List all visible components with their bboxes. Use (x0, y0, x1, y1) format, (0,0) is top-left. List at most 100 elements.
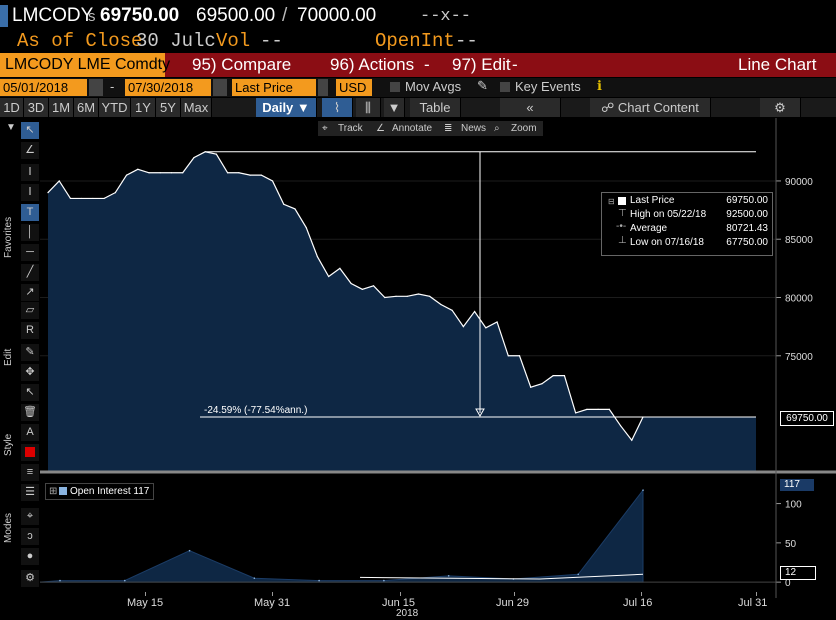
actions-menu[interactable]: 96) Actions (330, 55, 415, 74)
y-tick-label: 80000 (785, 293, 813, 304)
start-date-field[interactable]: 05/01/2018 (0, 79, 87, 96)
x-axis-year: 2018 (396, 608, 419, 619)
select-icon[interactable]: ↖ (21, 384, 39, 401)
line-style-icon[interactable]: ☰ (21, 484, 39, 501)
price-point (372, 285, 375, 287)
y-tick-label: 85000 (785, 235, 813, 246)
price-point (137, 168, 139, 170)
tab-5y[interactable]: 5Y (156, 98, 181, 117)
collapse-arrow-icon[interactable]: ▼ (6, 122, 16, 133)
draw-line-icon[interactable]: ∠ (21, 142, 39, 159)
low-marker-icon: ⊥ (618, 235, 627, 246)
color-icon[interactable] (21, 444, 39, 461)
ticker: LMCODY (12, 5, 94, 26)
tab-max[interactable]: Max (181, 98, 212, 117)
price-point (182, 172, 184, 174)
price-point (507, 355, 509, 357)
oi-legend: ⊞ Open Interest 117 (45, 483, 155, 500)
end-calendar-icon[interactable] (213, 79, 227, 96)
settings-icon[interactable]: ⚙ (21, 570, 39, 587)
annotate-button[interactable]: Annotate (392, 123, 433, 134)
horizontal-line-icon[interactable]: ─ (21, 244, 39, 261)
text-tool-icon[interactable]: T (21, 204, 39, 221)
chart-content-icon: ☍ (601, 100, 618, 115)
price-point (384, 296, 386, 299)
collapse-button[interactable]: « (500, 98, 561, 117)
price-point (518, 355, 521, 357)
legend-low-label: Low on 07/16/18 (630, 237, 704, 248)
field-select[interactable]: Last Price (232, 79, 316, 96)
table-button[interactable]: Table (410, 98, 461, 117)
x-tick-mark (514, 592, 515, 596)
price-point (47, 191, 49, 194)
price-point (395, 295, 397, 297)
line-chart-icon[interactable]: ⌇ (322, 98, 353, 117)
crosshair-icon[interactable]: ⌖ (21, 508, 39, 525)
trend-line-icon[interactable]: ╱ (21, 264, 39, 281)
price-point (148, 172, 150, 174)
news-button[interactable]: News (461, 123, 487, 134)
price-point (69, 197, 72, 200)
dollar-icon[interactable]: Ⅰ (21, 184, 39, 201)
tab-ytd[interactable]: YTD (99, 98, 131, 117)
x-tick-label: Jul 16 (623, 597, 653, 609)
trash-icon[interactable]: 🗑 (21, 404, 39, 421)
price-point (114, 191, 116, 194)
menu-bar: LMCODY LME Comdty 95) Compare 96) Action… (0, 53, 836, 77)
edit-menu[interactable]: 97) Edit (452, 55, 511, 74)
start-calendar-icon[interactable] (89, 79, 103, 96)
retracement-icon[interactable]: R (21, 322, 39, 339)
currency-select[interactable]: USD (336, 79, 372, 96)
mov-avgs-checkbox[interactable] (390, 82, 400, 92)
price-point (619, 425, 622, 427)
field-dropdown-icon[interactable] (318, 79, 328, 96)
key-events-checkbox[interactable] (500, 82, 510, 92)
vertical-line-icon[interactable]: │ (21, 224, 39, 241)
channel-icon[interactable]: ▱ (21, 302, 39, 319)
price-point (361, 288, 363, 290)
pointer-icon[interactable]: ↖ (21, 122, 39, 139)
legend-collapse-icon[interactable]: ⊟ (608, 197, 615, 206)
magnet-icon[interactable]: ↄ (21, 528, 39, 545)
compare-menu[interactable]: 95) Compare (192, 55, 292, 74)
tab-1m[interactable]: 1M (49, 98, 74, 117)
price-point (328, 275, 330, 278)
security-field[interactable]: LMCODY LME Comdty (0, 53, 170, 77)
date-dash: - (110, 79, 115, 94)
track-button[interactable]: Track (338, 123, 363, 134)
line-width-icon[interactable]: ≡ (21, 464, 39, 481)
actions-dropdown-arrow[interactable]: - (424, 55, 430, 74)
move-icon[interactable]: ✥ (21, 364, 39, 381)
openint-value: -- (455, 30, 478, 52)
bar-style-icon[interactable]: ⫼ (356, 98, 381, 117)
tab-1d[interactable]: 1D (0, 98, 24, 117)
price-point (608, 408, 610, 410)
tab-1y[interactable]: 1Y (131, 98, 156, 117)
brush-icon[interactable]: ✎ (21, 344, 39, 361)
price-point (530, 386, 532, 388)
price-point (271, 180, 274, 182)
price-point (496, 321, 498, 323)
oi-collapse-icon[interactable]: ⊞ (49, 486, 58, 497)
tab-6m[interactable]: 6M (74, 98, 99, 117)
frequency-select[interactable]: Daily ▼ (256, 98, 317, 117)
change-annotation[interactable]: -24.59% (-77.54%ann.) (204, 405, 308, 416)
text-style-icon[interactable]: A (21, 424, 39, 441)
price-point (58, 180, 60, 182)
tab-3d[interactable]: 3D (24, 98, 49, 117)
edit-dropdown-arrow[interactable]: - (512, 55, 518, 74)
style-dropdown-icon[interactable]: ▼ (384, 98, 405, 117)
zoom-button[interactable]: Zoom (511, 123, 537, 134)
percent-icon[interactable]: Ⅰ (21, 164, 39, 181)
info-icon[interactable]: ℹ (597, 78, 602, 93)
end-date-field[interactable]: 07/30/2018 (125, 79, 211, 96)
price-area (48, 151, 756, 472)
price-point (294, 208, 296, 210)
settings-gear-icon[interactable]: ⚙ (760, 98, 801, 117)
ray-icon[interactable]: ↗ (21, 284, 39, 301)
price-line (47, 151, 644, 442)
pencil-icon[interactable]: ✎ (477, 78, 488, 93)
palette-icon[interactable]: ● (21, 548, 39, 565)
chart-content-button[interactable]: ☍ Chart Content (590, 98, 711, 117)
price-chart[interactable]: 90000 85000 80000 75000 100 50 0 (40, 118, 836, 598)
